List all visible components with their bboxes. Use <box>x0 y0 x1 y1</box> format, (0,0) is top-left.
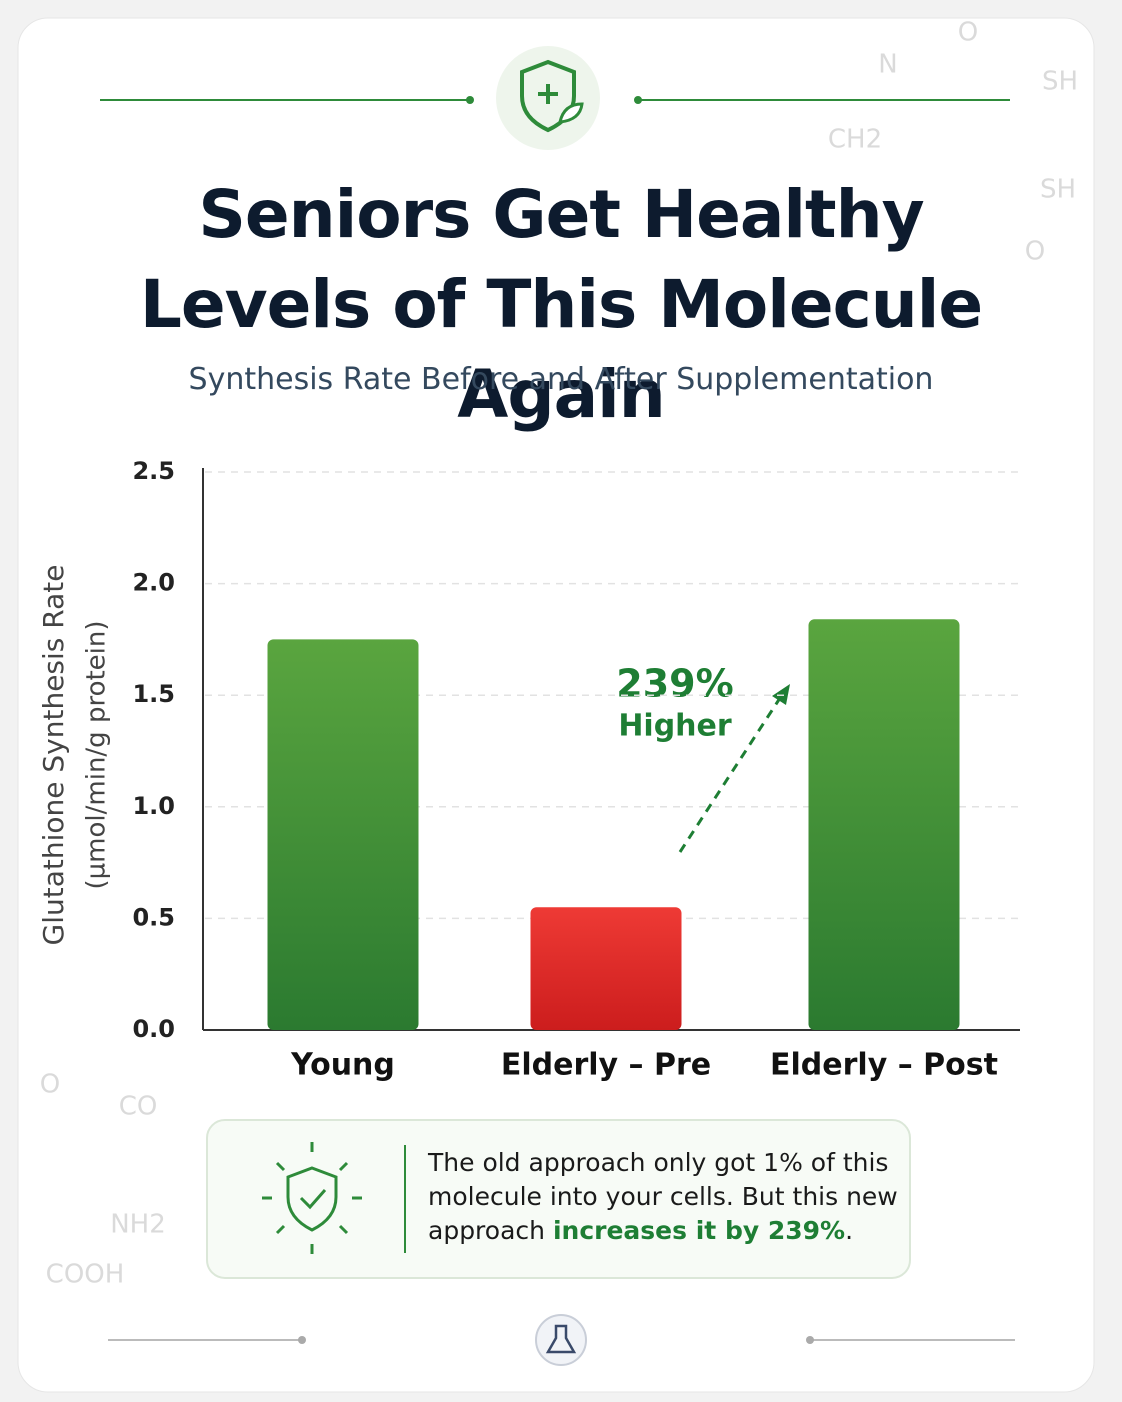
y-tick-label: 0.0 <box>132 1015 175 1043</box>
bar <box>530 907 682 1030</box>
y-tick-label: 2.0 <box>132 569 175 597</box>
title: Seniors Get Healthy Levels of This Molec… <box>139 176 983 433</box>
y-tick-label: 0.5 <box>132 903 175 931</box>
note-end: . <box>845 1216 854 1245</box>
x-tick-label: Young <box>290 1048 395 1083</box>
x-tick-label: Elderly – Post <box>770 1048 998 1083</box>
decor-label: CO <box>119 1092 158 1122</box>
decor-label: COOH <box>46 1260 125 1290</box>
note-box <box>206 1119 911 1279</box>
annotation-value: 239% <box>616 662 733 706</box>
decor: N O SH CH2 SH O O CO NH2 COOH <box>40 18 1078 1290</box>
note-highlight: increases it by 239% <box>552 1216 846 1245</box>
note-text: The old approach only got 1% of this mol… <box>428 1148 898 1245</box>
decor-label: O <box>40 1070 60 1100</box>
y-tick-label: 1.0 <box>132 792 175 820</box>
decor-label: O <box>1025 237 1045 267</box>
header-ornament <box>100 46 1010 150</box>
footer-ornament <box>108 1314 1015 1366</box>
decor-label: NH2 <box>110 1210 166 1240</box>
bar <box>267 639 419 1030</box>
decor-label: SH <box>1042 67 1078 97</box>
decor-label: CH2 <box>828 125 882 155</box>
bar <box>808 619 960 1030</box>
card <box>17 17 1095 1393</box>
x-tick-label: Elderly – Pre <box>501 1048 711 1083</box>
y-tick-label: 2.5 <box>132 457 175 485</box>
subtitle: Synthesis Rate Before and After Suppleme… <box>188 362 934 397</box>
y-tick-label: 1.5 <box>132 680 175 708</box>
decor-label: O <box>958 18 978 48</box>
y-axis-label: Glutathione Synthesis Rate <box>37 565 70 946</box>
y-axis-unit: (µmol/min/g protein) <box>82 620 112 889</box>
note: The old approach only got 1% of this mol… <box>428 1146 898 1248</box>
decor-label: SH <box>1040 175 1076 205</box>
annotation-text: Higher <box>618 709 732 744</box>
decor-label: N <box>878 50 897 80</box>
